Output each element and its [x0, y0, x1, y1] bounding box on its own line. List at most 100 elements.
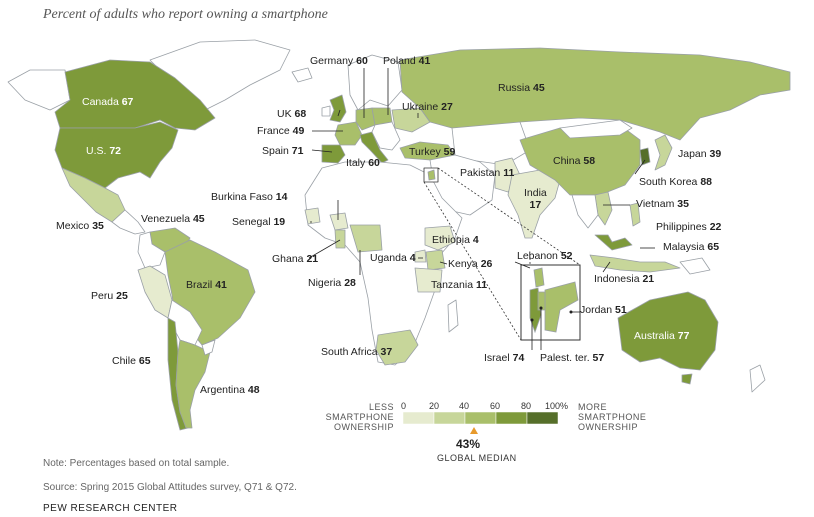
median-value: 43% — [456, 437, 481, 451]
ethiopia-shape — [424, 225, 456, 251]
kenya-shape — [425, 249, 446, 271]
label-south-africa: South Africa 37 — [321, 346, 393, 358]
label-pakistan: Pakistan 11 — [460, 167, 515, 179]
label-peru: Peru 25 — [91, 290, 128, 302]
label-australia: Australia 77 — [634, 330, 690, 342]
australia-shape — [617, 291, 719, 371]
label-brazil: Brazil 41 — [186, 279, 227, 291]
japan-shape — [654, 134, 673, 171]
madagascar-shape — [447, 299, 459, 333]
label-burkina-faso: Burkina Faso 14 — [211, 191, 288, 203]
levant-inset — [520, 264, 581, 350]
map-subtitle: Percent of adults who report owning a sm… — [43, 7, 328, 22]
legend-tick-100: 100% — [545, 401, 569, 411]
legend-more-label: MORE SMARTPHONE OWNERSHIP — [578, 402, 647, 432]
tasmania-shape — [681, 373, 693, 385]
label-ghana: Ghana 21 — [272, 253, 319, 265]
france-shape — [334, 121, 363, 146]
uganda-shape — [414, 249, 427, 263]
se-asia-shape — [571, 194, 599, 229]
balkans-shape — [371, 121, 401, 151]
nigeria-shape — [349, 224, 383, 253]
spain-shape — [321, 144, 346, 164]
label-kenya: Kenya 26 — [448, 258, 493, 270]
legend-less-label: LESS SMARTPHONE OWNERSHIP — [325, 402, 394, 432]
zoom-line-left — [423, 181, 522, 341]
label-spain: Spain 71 — [262, 145, 304, 157]
label-russia: Russia 45 — [498, 82, 545, 94]
label-canada: Canada 67 — [82, 96, 134, 108]
label-south-korea: South Korea 88 — [639, 176, 712, 188]
label-turkey: Turkey 59 — [409, 146, 456, 158]
uruguay-shape — [201, 339, 216, 356]
malaysia-shape — [594, 234, 633, 251]
south-africa-shape — [375, 329, 419, 366]
note-text: Note: Percentages based on total sample. — [43, 458, 230, 469]
label-china: China 58 — [553, 155, 596, 167]
label-poland: Poland 41 — [383, 55, 431, 67]
label-japan: Japan 39 — [678, 148, 722, 160]
legend-tick-60: 60 — [490, 401, 501, 411]
lebanon-inset-shape — [533, 267, 545, 288]
source-text: Source: Spring 2015 Global Attitudes sur… — [43, 482, 297, 493]
label-indonesia: Indonesia 21 — [594, 273, 655, 285]
uk-shape — [329, 94, 347, 123]
ireland-shape — [321, 105, 331, 117]
colombia-shape — [137, 231, 166, 269]
iceland-shape — [291, 67, 313, 83]
alaska-shape — [7, 69, 71, 111]
label-ukraine: Ukraine 27 — [402, 101, 453, 113]
vietnam-shape — [594, 191, 613, 226]
label-nigeria: Nigeria 28 — [308, 277, 356, 289]
median-label: GLOBAL MEDIAN — [437, 453, 517, 463]
legend-tick-20: 20 — [429, 401, 440, 411]
zoom-line-right — [437, 167, 581, 266]
label-france: France 49 — [257, 125, 305, 137]
ghana-shape — [334, 229, 346, 249]
label-italy: Italy 60 — [346, 157, 380, 169]
label-chile: Chile 65 — [112, 355, 151, 367]
label-uganda: Uganda 4 — [370, 252, 416, 264]
russia-shape — [399, 47, 791, 141]
label-senegal: Senegal 19 — [232, 216, 286, 228]
canada-shape — [54, 59, 216, 131]
papua-shape — [679, 257, 711, 275]
label-argentina: Argentina 48 — [200, 384, 260, 396]
label-germany: Germany 60 — [310, 55, 368, 67]
label-mexico: Mexico 35 — [56, 220, 104, 232]
burkina-faso-shape — [329, 212, 349, 231]
label-philippines: Philippines 22 — [656, 221, 722, 233]
label-israel: Israel 74 — [484, 352, 525, 364]
senegal-shape — [304, 207, 321, 225]
label-jordan: Jordan 51 — [580, 304, 627, 316]
mongolia-shape — [559, 119, 633, 139]
peru-shape — [137, 265, 173, 319]
tanzania-shape — [414, 267, 443, 293]
label-lebanon: Lebanon 52 — [517, 250, 573, 262]
levant-mini-shape — [427, 169, 436, 181]
ukraine-shape — [391, 107, 431, 133]
philippines-shape — [629, 202, 641, 227]
legend-tick-40: 40 — [459, 401, 470, 411]
legend-tick-80: 80 — [521, 401, 532, 411]
brand-text: PEW RESEARCH CENTER — [43, 503, 178, 514]
label-uk: UK 68 — [277, 108, 307, 120]
label-ethiopia: Ethiopia 4 — [432, 234, 479, 246]
south-korea-shape — [639, 147, 651, 166]
label-india: India 17 — [524, 187, 547, 211]
label-tanzania: Tanzania 11 — [431, 279, 488, 291]
legend-tick-0: 0 — [401, 401, 407, 411]
central-america-shape — [111, 209, 146, 235]
label-us: U.S. 72 — [86, 145, 122, 157]
label-malaysia: Malaysia 65 — [663, 241, 720, 253]
label-palestinian-territories: Palest. ter. 57 — [540, 352, 605, 364]
label-vietnam: Vietnam 35 — [636, 198, 689, 210]
new-zealand-shape — [749, 364, 766, 393]
palestine-inset-shape — [537, 291, 546, 311]
label-venezuela: Venezuela 45 — [141, 213, 205, 225]
legend-color-scale — [403, 412, 559, 425]
germany-shape — [355, 107, 376, 131]
median-marker-icon — [470, 427, 478, 434]
indonesia-shape — [589, 254, 681, 273]
